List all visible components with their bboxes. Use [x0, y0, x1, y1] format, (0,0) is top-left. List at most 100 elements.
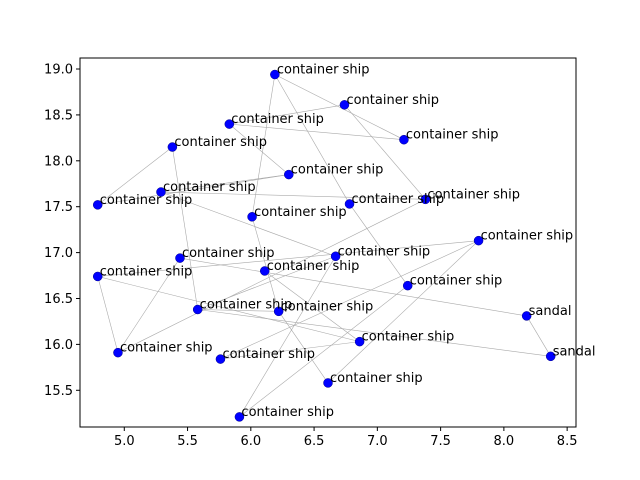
edge-line — [278, 311, 329, 384]
data-point — [113, 347, 123, 358]
point-label: container ship — [231, 112, 324, 127]
edge-line — [274, 74, 350, 205]
data-point — [284, 169, 294, 180]
point-label: container ship — [241, 405, 334, 420]
data-point — [175, 253, 185, 263]
data-point — [259, 266, 270, 276]
y-tick-label: 17.5 — [44, 200, 73, 215]
edge-line — [220, 341, 360, 360]
data-point — [330, 251, 341, 262]
x-tick-label: 7.5 — [430, 434, 451, 449]
point-label: container ship — [277, 63, 370, 78]
edge-line — [179, 257, 527, 317]
edge-line — [264, 270, 360, 342]
point-label: container ship — [222, 347, 315, 362]
point-label: container ship — [174, 135, 267, 150]
x-tick-label: 8.5 — [557, 434, 578, 449]
data-point — [473, 235, 484, 246]
x-tick-label: 6.5 — [304, 434, 325, 449]
y-tick-label: 19.0 — [44, 63, 73, 78]
data-point — [92, 200, 103, 210]
edges-layer — [97, 74, 551, 418]
x-tick-label: 6.0 — [240, 434, 261, 449]
edge-line — [97, 276, 119, 353]
point-label: container ship — [163, 180, 256, 195]
edge-line — [274, 74, 405, 140]
edge-line — [229, 104, 345, 125]
point-label: container ship — [352, 192, 445, 207]
data-point — [354, 336, 365, 347]
point-label: container ship — [281, 299, 374, 314]
point-label: sandal — [553, 344, 596, 359]
data-point — [167, 142, 178, 152]
y-tick-label: 17.0 — [44, 246, 73, 261]
data-point — [420, 194, 431, 205]
point-label: container ship — [330, 371, 423, 386]
data-point — [215, 354, 226, 364]
x-tick-label: 5.0 — [114, 434, 135, 449]
edge-line — [160, 174, 289, 193]
plot-area-frame — [79, 57, 577, 428]
edge-line — [97, 240, 479, 277]
edge-line — [197, 309, 279, 312]
edge-line — [197, 255, 336, 310]
edge-line — [344, 104, 426, 200]
point-label: container ship — [406, 128, 499, 143]
edge-line — [117, 257, 181, 353]
edge-line — [526, 315, 551, 357]
point-label: container ship — [410, 274, 503, 289]
points-layer — [92, 69, 556, 422]
x-axis: 5.0 5.5 6.0 6.5 7.0 7.5 8.0 8.5 — [114, 427, 578, 449]
point-label: container ship — [182, 246, 275, 261]
x-tick-label: 8.0 — [494, 434, 515, 449]
edge-line — [97, 174, 289, 206]
edge-line — [349, 203, 408, 286]
edge-line — [327, 240, 479, 384]
point-label: container ship — [362, 330, 455, 345]
data-point — [521, 311, 532, 321]
edge-line — [97, 146, 173, 206]
edge-line — [97, 276, 360, 342]
point-label: container ship — [346, 93, 439, 108]
point-label: container ship — [254, 205, 347, 220]
x-tick-label: 7.0 — [367, 434, 388, 449]
edge-line — [229, 123, 404, 140]
point-label: container ship — [267, 259, 360, 274]
y-tick-label: 18.0 — [44, 154, 73, 169]
point-label: container ship — [427, 187, 520, 202]
point-label: container ship — [200, 298, 293, 313]
point-label: container ship — [338, 244, 431, 259]
point-label: container ship — [100, 264, 193, 279]
edge-line — [197, 309, 551, 357]
data-point — [224, 119, 235, 129]
data-point — [247, 212, 257, 222]
edge-line — [251, 74, 276, 217]
edge-line — [160, 191, 336, 257]
data-point — [92, 271, 103, 282]
point-label: sandal — [529, 304, 572, 319]
point-label: container ship — [100, 193, 193, 208]
edge-line — [172, 146, 198, 310]
data-point — [344, 199, 355, 209]
data-point — [339, 100, 350, 110]
y-tick-label: 15.5 — [44, 384, 73, 399]
edge-line — [160, 191, 426, 200]
edge-line — [239, 285, 408, 418]
point-label: container ship — [120, 341, 213, 356]
data-point — [399, 134, 409, 145]
edge-line — [229, 123, 289, 175]
point-label: container ship — [481, 229, 574, 244]
data-point — [545, 351, 556, 362]
data-point — [192, 304, 203, 315]
x-tick-label: 5.5 — [177, 434, 198, 449]
data-point — [402, 280, 413, 291]
y-tick-label: 18.5 — [44, 108, 73, 123]
data-point — [323, 378, 333, 388]
point-label: container ship — [291, 163, 384, 178]
data-point — [270, 69, 280, 80]
edge-line — [220, 240, 479, 360]
edge-line — [239, 256, 336, 418]
data-point — [234, 412, 245, 422]
